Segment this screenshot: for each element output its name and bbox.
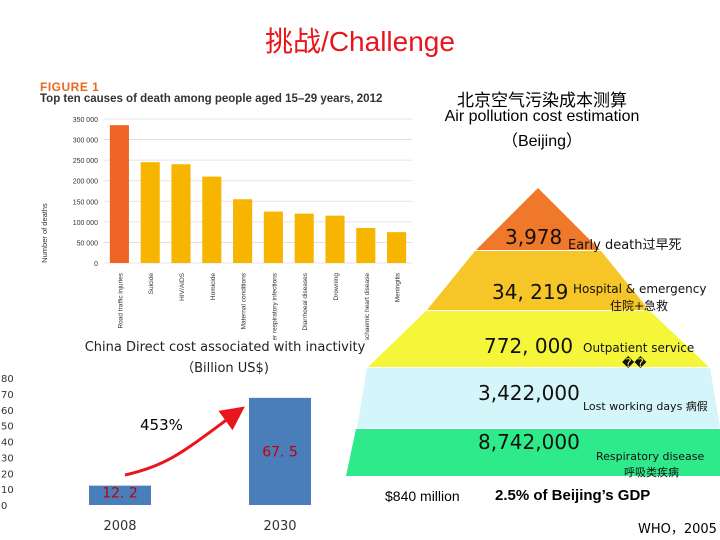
inactivity-y-tick-label: 10	[1, 485, 14, 496]
level-label2-respiratory: 呼吸类疾病	[624, 464, 679, 480]
inactivity-category-label: 2030	[263, 519, 296, 534]
source-citation: WHO，2005	[638, 518, 717, 537]
level-value-lost-working-days: 3,422,000	[478, 381, 580, 405]
level-label-early-death: Early death过早死	[568, 234, 682, 253]
inactivity-chart-title: China Direct cost associated with inacti…	[40, 340, 410, 355]
level-label-respiratory: Respiratory disease	[596, 450, 704, 463]
level-label2-outpatient-glyph: ��	[622, 356, 647, 370]
pyramid-footer-money: $840 million	[385, 488, 460, 504]
inactivity-y-tick-label: 20	[1, 469, 14, 480]
inactivity-category-label: 2008	[103, 519, 136, 534]
inactivity-y-tick-label: 40	[1, 438, 14, 449]
inactivity-y-tick-label: 50	[1, 422, 14, 433]
level-label-hospital: Hospital & emergency	[573, 282, 706, 296]
pyramid-footer-gdp: 2.5% of Beijing’s GDP	[495, 487, 650, 504]
inactivity-y-tick-label: 0	[1, 501, 7, 512]
level-value-hospital: 34, 219	[492, 280, 568, 304]
inactivity-value-label: 12. 2	[102, 486, 138, 502]
level-value-respiratory: 8,742,000	[478, 430, 580, 454]
level-value-early-death: 3,978	[505, 225, 562, 249]
inactivity-value-label: 67. 5	[262, 444, 298, 460]
level-value-outpatient: 772, 000	[484, 334, 573, 358]
level-label-lost-working-days: Lost working days 病假	[583, 398, 708, 414]
inactivity-y-tick-label: 80	[1, 374, 14, 385]
level-label2-hospital: 住院+急救	[610, 297, 668, 314]
inactivity-y-tick-label: 60	[1, 406, 14, 417]
inactivity-y-tick-label: 70	[1, 390, 14, 401]
level-label-outpatient: Outpatient service	[583, 341, 694, 355]
growth-annotation: 453%	[140, 416, 183, 434]
inactivity-y-tick-label: 30	[1, 453, 14, 464]
